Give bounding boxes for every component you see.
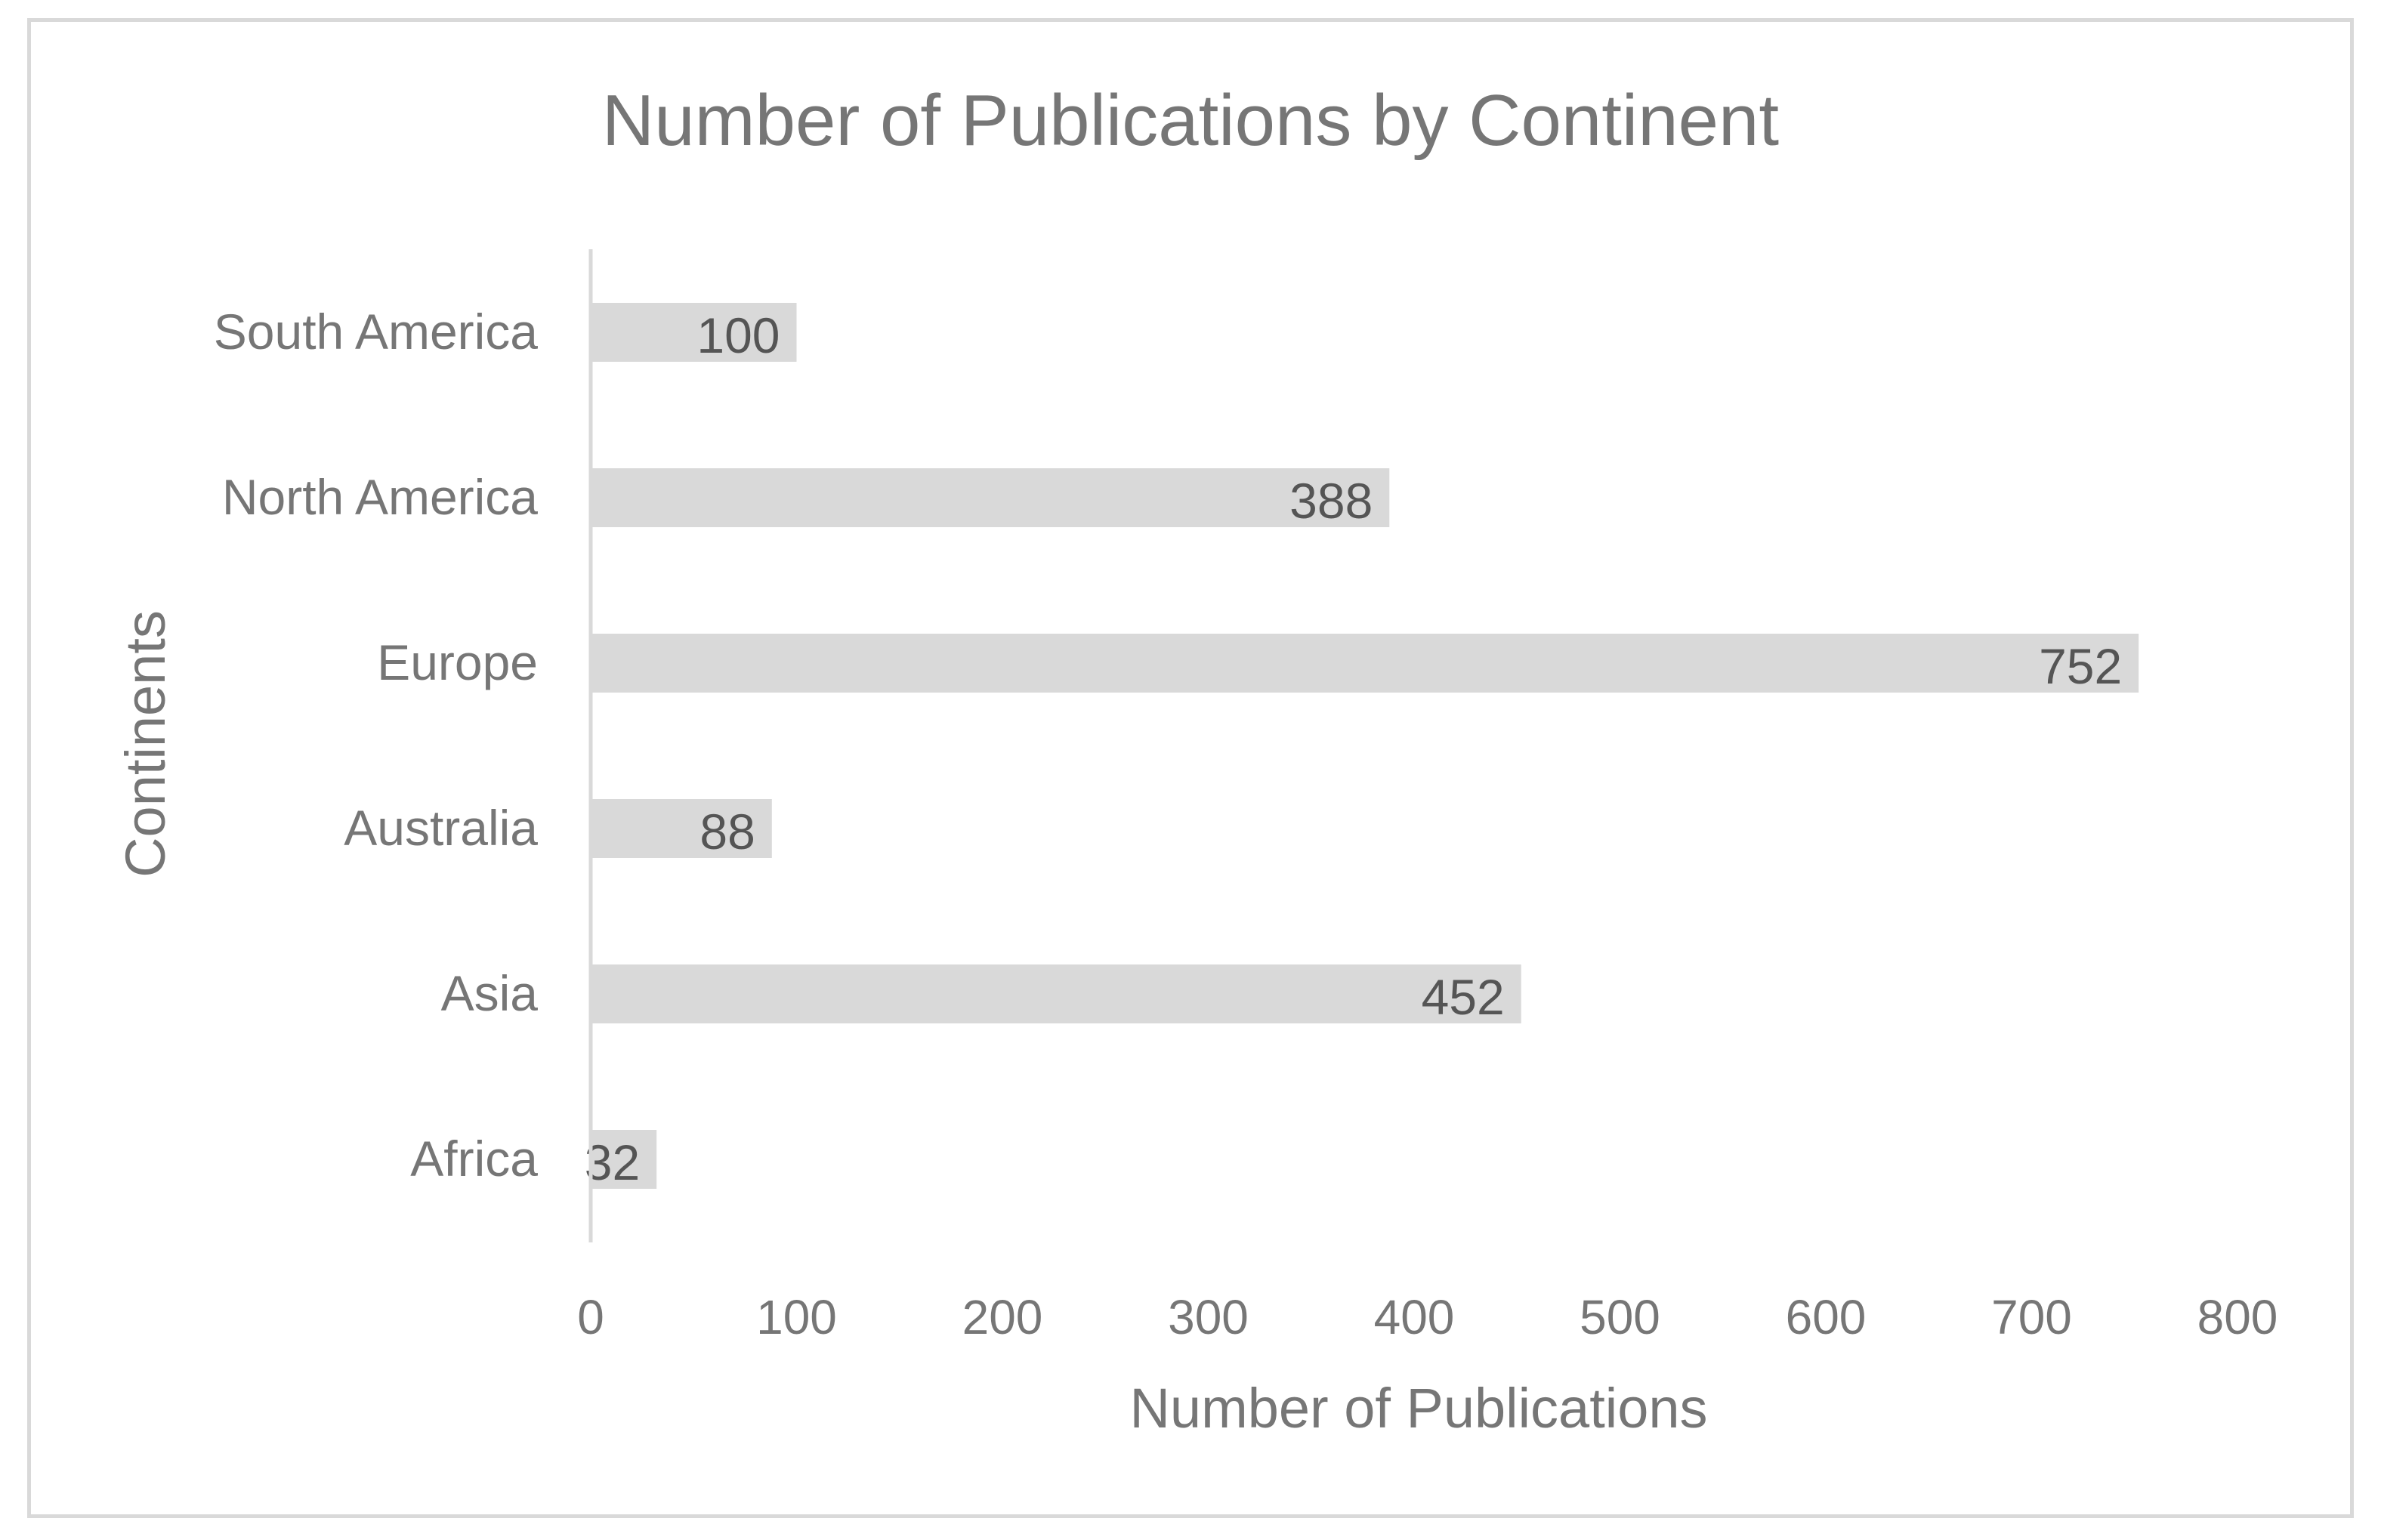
x-axis-title: Number of Publications bbox=[1129, 1377, 1707, 1440]
category-label: South America bbox=[214, 304, 539, 360]
x-tick-label: 0 bbox=[577, 1290, 604, 1344]
category-label: Asia bbox=[441, 965, 539, 1021]
category-label: Europe bbox=[377, 634, 538, 690]
x-tick-label: 800 bbox=[2197, 1290, 2278, 1344]
x-tick-labels: 0 100 200 300 400 500 600 700 800 bbox=[577, 1290, 2278, 1344]
data-label: 100 bbox=[696, 307, 780, 363]
bar-north-america bbox=[591, 468, 1390, 527]
x-tick-label: 200 bbox=[962, 1290, 1043, 1344]
x-tick-label: 600 bbox=[1786, 1290, 1867, 1344]
data-label: 388 bbox=[1289, 473, 1373, 529]
bar-south-america bbox=[591, 303, 797, 362]
chart-frame bbox=[27, 18, 2354, 1518]
data-label: 752 bbox=[2039, 638, 2122, 694]
data-label: 32 bbox=[585, 1134, 640, 1190]
x-tick-label: 400 bbox=[1374, 1290, 1455, 1344]
bars-layer bbox=[591, 303, 2139, 1189]
y-axis-title: Continents bbox=[114, 610, 177, 878]
x-tick-label: 500 bbox=[1580, 1290, 1660, 1344]
data-labels: 100 388 752 88 452 32 bbox=[585, 307, 2122, 1190]
data-label: 452 bbox=[1422, 969, 1505, 1025]
bar-africa bbox=[591, 1130, 657, 1189]
x-tick-label: 100 bbox=[756, 1290, 837, 1344]
bar-australia bbox=[591, 799, 772, 858]
category-label: Australia bbox=[344, 800, 538, 856]
category-label: North America bbox=[222, 469, 538, 525]
category-label: Africa bbox=[410, 1131, 538, 1187]
bar-asia bbox=[591, 964, 1521, 1023]
x-tick-label: 300 bbox=[1168, 1290, 1249, 1344]
category-labels: South America North America Europe Australi… bbox=[214, 304, 539, 1187]
bar-europe bbox=[591, 634, 2139, 693]
x-tick-label: 700 bbox=[1991, 1290, 2072, 1344]
chart-title: Number of Publications by Continent bbox=[602, 80, 1779, 161]
data-label: 88 bbox=[699, 804, 755, 859]
